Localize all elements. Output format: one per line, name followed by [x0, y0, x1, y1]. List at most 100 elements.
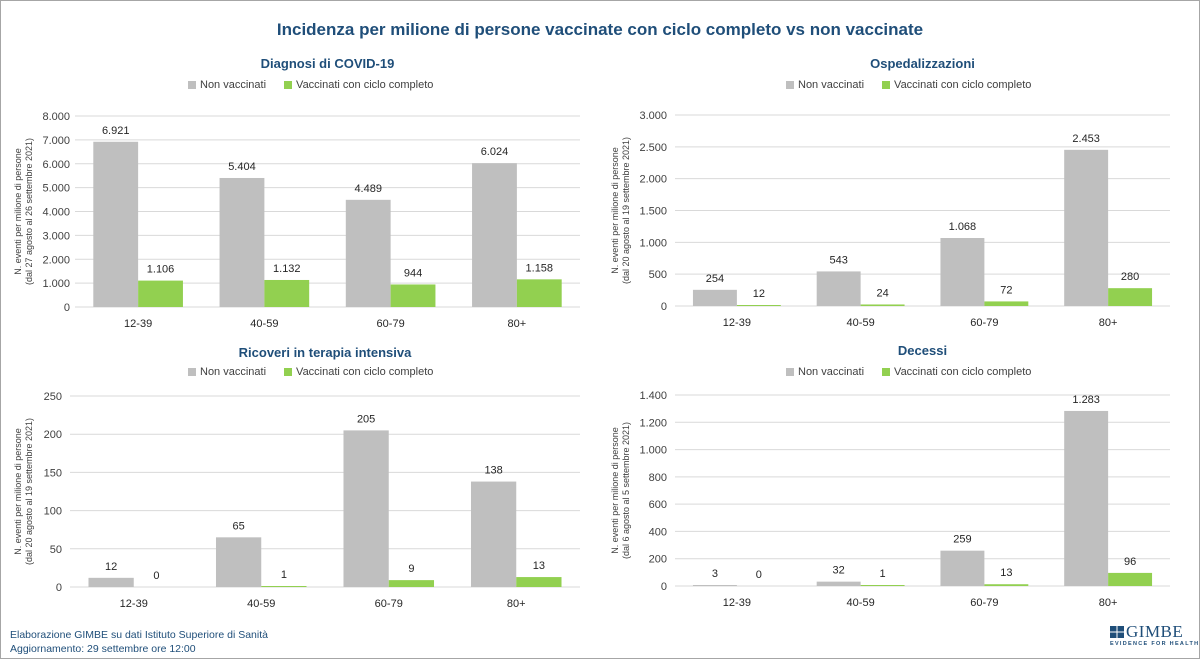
- legend-swatch-green: [284, 368, 293, 376]
- bar-vaccinati: [261, 586, 307, 587]
- y-tick-label: 1.200: [639, 417, 667, 429]
- y-tick-label: 100: [44, 506, 62, 518]
- data-label: 1.132: [273, 263, 301, 275]
- legend-label: Non vaccinati: [798, 366, 865, 378]
- bar-non-vaccinati: [219, 177, 265, 307]
- y-tick-label: 50: [50, 544, 62, 556]
- y-tick-label: 2.000: [42, 254, 70, 266]
- y-tick-label: 400: [649, 526, 667, 538]
- legend-ospedalizzazioni: Non vaccinati Vaccinati con ciclo comple…: [786, 79, 1031, 91]
- legend-label: Non vaccinati: [200, 79, 267, 91]
- y-tick-label: 200: [44, 429, 62, 441]
- data-label: 259: [953, 534, 971, 546]
- data-label: 4.489: [354, 183, 382, 195]
- data-label: 12: [753, 288, 765, 300]
- footer-update: Aggiornamento: 29 settembre ore 12:00: [10, 643, 196, 655]
- data-label: 32: [833, 565, 845, 577]
- y-tick-label: 3.000: [42, 230, 70, 242]
- data-label: 0: [756, 569, 762, 581]
- x-tick-label: 40-59: [250, 318, 278, 330]
- legend-item-non-vaccinati: Non vaccinati: [786, 366, 864, 378]
- chart-title-decessi: Decessi: [897, 343, 948, 358]
- y-axis-label: (dal 27 agosto al 26 settembre 2021): [24, 138, 34, 285]
- y-tick-label: 8.000: [42, 111, 70, 123]
- bar-vaccinati: [264, 279, 310, 307]
- legend-label: Vaccinati con ciclo completo: [894, 366, 1032, 378]
- data-label: 254: [706, 273, 724, 285]
- bar-non-vaccinati: [470, 481, 517, 587]
- data-label: 1: [281, 569, 287, 581]
- x-tick-label: 60-79: [970, 597, 998, 609]
- y-tick-label: 2.500: [639, 142, 667, 154]
- y-axis-label: N. eventi per milione di persone: [13, 148, 23, 275]
- legend-item-vaccinati: Vaccinati con ciclo completo: [882, 366, 1031, 378]
- data-label: 1.106: [147, 264, 175, 276]
- x-tick-label: 12-39: [120, 598, 148, 610]
- bar-non-vaccinati: [1064, 149, 1109, 306]
- data-label: 6.921: [102, 125, 130, 137]
- data-label: 13: [533, 560, 545, 572]
- legend-item-vaccinati: Vaccinati con ciclo completo: [284, 79, 433, 91]
- legend-swatch-green: [882, 81, 891, 89]
- y-axis-label: (dal 20 agosto al 19 settembre 2021): [24, 418, 34, 565]
- data-label: 280: [1121, 271, 1139, 283]
- bar-vaccinati: [1108, 572, 1153, 586]
- data-label: 65: [232, 520, 244, 532]
- x-tick-label: 80+: [1099, 597, 1118, 609]
- y-tick-label: 1.500: [639, 206, 667, 218]
- x-tick-label: 12-39: [723, 597, 751, 609]
- y-tick-label: 0: [56, 582, 62, 594]
- data-label: 2.453: [1072, 133, 1100, 145]
- legend-label: Vaccinati con ciclo completo: [296, 366, 434, 378]
- x-tick-label: 40-59: [847, 317, 875, 329]
- legend-swatch-green: [882, 368, 891, 376]
- y-tick-label: 1.000: [639, 237, 667, 249]
- legend-terapia-intensiva: Non vaccinati Vaccinati con ciclo comple…: [188, 366, 433, 378]
- bar-vaccinati: [516, 577, 562, 587]
- data-label: 24: [876, 287, 888, 299]
- page-title: Incidenza per milione di persone vaccina…: [276, 20, 924, 39]
- data-label: 1.158: [526, 262, 554, 274]
- bar-vaccinati: [860, 585, 905, 586]
- legend-swatch-grey: [188, 81, 196, 89]
- legend-label: Vaccinati con ciclo completo: [296, 79, 434, 91]
- data-label: 543: [829, 254, 847, 266]
- bar-non-vaccinati: [692, 289, 737, 306]
- legend-item-non-vaccinati: Non vaccinati: [188, 366, 266, 378]
- y-tick-label: 2.000: [639, 174, 667, 186]
- legend-label: Non vaccinati: [200, 366, 267, 378]
- data-label: 3: [712, 568, 718, 580]
- bar-vaccinati: [1108, 288, 1153, 306]
- bar-non-vaccinati: [93, 141, 139, 307]
- legend-item-non-vaccinati: Non vaccinati: [188, 79, 266, 91]
- y-tick-label: 0: [661, 581, 667, 593]
- bar-non-vaccinati: [816, 271, 861, 306]
- data-label: 96: [1124, 556, 1136, 568]
- x-tick-label: 12-39: [723, 317, 751, 329]
- bar-non-vaccinati: [343, 430, 389, 587]
- bar-vaccinati: [138, 280, 183, 307]
- y-tick-label: 4.000: [42, 207, 70, 219]
- bar-non-vaccinati: [940, 550, 985, 586]
- chart-title-diagnosi: Diagnosi di COVID-19: [260, 56, 395, 71]
- x-tick-label: 60-79: [375, 598, 403, 610]
- y-axis-label: (dal 20 agosto al 19 settembre 2021): [621, 137, 631, 284]
- bar-non-vaccinati: [345, 199, 391, 307]
- bar-non-vaccinati: [692, 585, 737, 586]
- data-label: 1.283: [1072, 394, 1100, 406]
- y-tick-label: 1.400: [639, 390, 667, 402]
- chart-title-terapia-intensiva: Ricoveri in terapia intensiva: [238, 345, 412, 360]
- y-tick-label: 150: [44, 467, 62, 479]
- data-label: 6.024: [481, 146, 509, 158]
- y-tick-label: 600: [649, 499, 667, 511]
- bar-vaccinati: [516, 279, 562, 307]
- y-tick-label: 6.000: [42, 159, 70, 171]
- legend-item-vaccinati: Vaccinati con ciclo completo: [284, 366, 433, 378]
- chart-title-ospedalizzazioni: Ospedalizzazioni: [870, 56, 975, 71]
- y-axis-label: N. eventi per milione di persone: [610, 147, 620, 274]
- data-label: 13: [1000, 567, 1012, 579]
- legend-item-vaccinati: Vaccinati con ciclo completo: [882, 79, 1031, 91]
- bar-vaccinati: [984, 301, 1029, 306]
- y-tick-label: 250: [44, 391, 62, 403]
